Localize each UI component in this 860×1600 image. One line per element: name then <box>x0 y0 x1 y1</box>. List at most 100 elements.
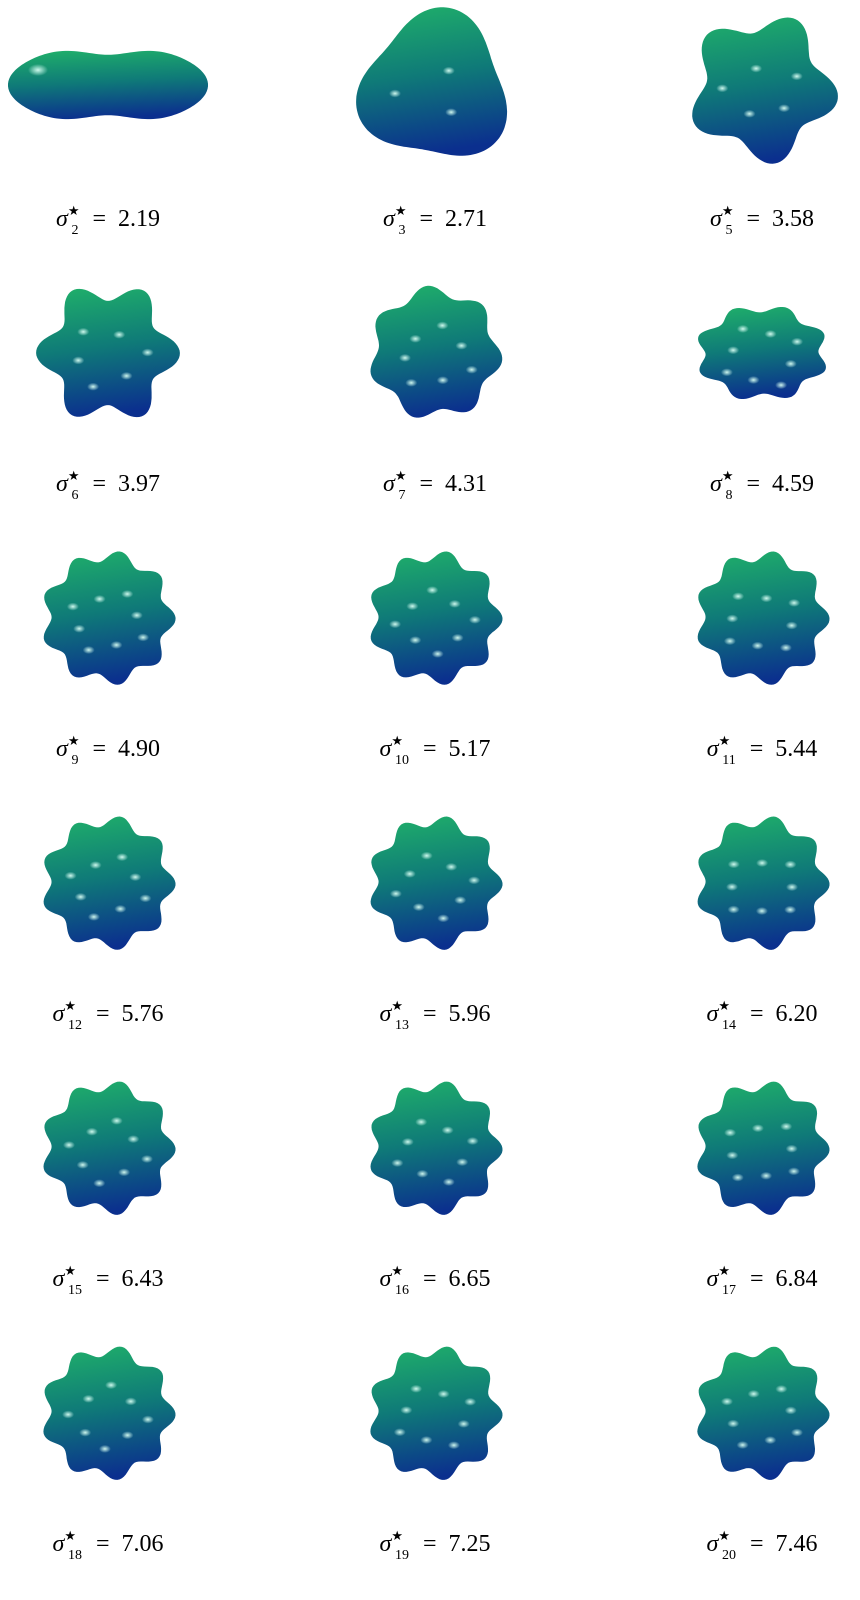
figure-panel: σ★ 10 = 5.17 <box>335 530 535 795</box>
sigma-caption: σ★ 9 = 4.90 <box>8 733 208 768</box>
sigma-symbol: σ <box>706 1266 719 1292</box>
sigma-symbol: σ <box>55 471 68 497</box>
surface-render <box>335 1325 535 1515</box>
surface-render <box>662 530 860 720</box>
sigma-symbol: σ <box>379 1266 392 1292</box>
sigma-caption: σ★ 16 = 6.65 <box>335 1263 535 1298</box>
figure-panel: σ★ 14 = 6.20 <box>662 795 860 1060</box>
surface-shape <box>697 1346 830 1480</box>
figure-panel: σ★ 12 = 5.76 <box>8 795 208 1060</box>
sigma-caption: σ★ 14 = 6.20 <box>662 998 860 1033</box>
sigma-symbol: σ <box>379 1001 392 1027</box>
sigma-symbol: σ <box>709 206 722 232</box>
surface-shape <box>8 50 208 120</box>
surface-shape <box>370 816 503 950</box>
sigma-value: 5.76 <box>121 1001 164 1027</box>
sigma-caption: σ★ 2 = 2.19 <box>8 203 208 238</box>
surface-render <box>662 1060 860 1250</box>
sigma-subscript: 7 <box>398 487 406 503</box>
surface-render <box>335 0 535 190</box>
sigma-value: 6.65 <box>448 1266 491 1292</box>
surface-shape <box>697 816 830 950</box>
sigma-subscript: 5 <box>725 222 733 238</box>
sigma-caption: σ★ 19 = 7.25 <box>335 1528 535 1563</box>
sigma-value: 6.43 <box>121 1266 164 1292</box>
figure-panel: σ★ 18 = 7.06 <box>8 1325 208 1590</box>
surface-render <box>335 530 535 720</box>
equals-sign: = <box>416 736 443 762</box>
star-superscript: ★ <box>721 203 734 218</box>
sigma-value: 6.84 <box>775 1266 818 1292</box>
surface-shape <box>697 1081 830 1215</box>
sigma-symbol: σ <box>382 206 395 232</box>
surface-shape <box>692 17 838 164</box>
equals-sign: = <box>743 736 770 762</box>
surface-render <box>8 1325 208 1515</box>
figure-panel: σ★ 13 = 5.96 <box>335 795 535 1060</box>
surface-shape <box>697 551 830 685</box>
surface-shape <box>370 1081 503 1215</box>
sigma-subscript: 16 <box>394 1282 409 1298</box>
figure-panel: σ★ 9 = 4.90 <box>8 530 208 795</box>
equals-sign: = <box>416 1001 443 1027</box>
sigma-symbol: σ <box>379 736 392 762</box>
surface-render <box>8 0 208 190</box>
surface-render <box>335 795 535 985</box>
surface-shape <box>43 816 176 950</box>
surface-shape <box>370 285 503 418</box>
surface-shape <box>43 1081 176 1215</box>
sigma-subscript: 20 <box>721 1547 736 1563</box>
surface-shape <box>43 551 176 685</box>
star-superscript: ★ <box>64 1263 76 1278</box>
equals-sign: = <box>413 206 440 232</box>
sigma-caption: σ★ 11 = 5.44 <box>662 733 860 768</box>
equals-sign: = <box>416 1266 443 1292</box>
star-superscript: ★ <box>67 203 80 218</box>
figure-panel: σ★ 5 = 3.58 <box>662 0 860 265</box>
sigma-value: 7.06 <box>121 1531 164 1557</box>
surface-shape <box>43 1346 176 1480</box>
surface-render <box>662 795 860 985</box>
sigma-value: 4.59 <box>772 471 815 497</box>
sigma-caption: σ★ 12 = 5.76 <box>8 998 208 1033</box>
sigma-symbol: σ <box>55 736 68 762</box>
sigma-value: 6.20 <box>775 1001 818 1027</box>
surface-render <box>8 795 208 985</box>
sigma-caption: σ★ 5 = 3.58 <box>662 203 860 238</box>
equals-sign: = <box>416 1531 443 1557</box>
star-superscript: ★ <box>721 468 734 483</box>
sigma-subscript: 2 <box>71 222 79 238</box>
star-superscript: ★ <box>718 1263 730 1278</box>
sigma-value: 2.19 <box>118 206 161 232</box>
sigma-value: 5.44 <box>775 736 818 762</box>
sigma-caption: σ★ 10 = 5.17 <box>335 733 535 768</box>
surface-render <box>662 0 860 190</box>
sigma-subscript: 12 <box>67 1017 82 1033</box>
sigma-subscript: 19 <box>394 1547 409 1563</box>
sigma-caption: σ★ 7 = 4.31 <box>335 468 535 503</box>
figure-panel: σ★ 19 = 7.25 <box>335 1325 535 1590</box>
figure-panel: σ★ 7 = 4.31 <box>335 265 535 530</box>
sigma-value: 4.90 <box>118 736 161 762</box>
star-superscript: ★ <box>64 1528 76 1543</box>
sigma-caption: σ★ 17 = 6.84 <box>662 1263 860 1298</box>
star-superscript: ★ <box>718 998 730 1013</box>
star-superscript: ★ <box>67 733 80 748</box>
figure-panel: σ★ 6 = 3.97 <box>8 265 208 530</box>
surface-shape <box>698 307 826 399</box>
star-superscript: ★ <box>391 1528 403 1543</box>
equals-sign: = <box>743 1001 770 1027</box>
surface-shape <box>370 551 503 685</box>
sigma-caption: σ★ 8 = 4.59 <box>662 468 860 503</box>
star-superscript: ★ <box>718 733 731 748</box>
sigma-caption: σ★ 15 = 6.43 <box>8 1263 208 1298</box>
equals-sign: = <box>743 1266 770 1292</box>
sigma-value: 3.97 <box>118 471 161 497</box>
sigma-caption: σ★ 18 = 7.06 <box>8 1528 208 1563</box>
sigma-symbol: σ <box>382 471 395 497</box>
sigma-subscript: 8 <box>725 487 733 503</box>
sigma-caption: σ★ 13 = 5.96 <box>335 998 535 1033</box>
star-superscript: ★ <box>394 203 407 218</box>
sigma-subscript: 13 <box>394 1017 409 1033</box>
sigma-subscript: 18 <box>67 1547 82 1563</box>
